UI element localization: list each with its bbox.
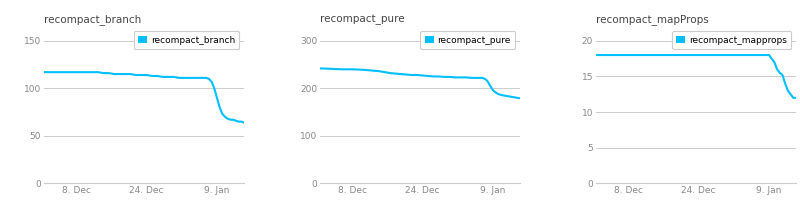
Legend: recompact_branch: recompact_branch [134, 31, 239, 49]
Legend: recompact_mapprops: recompact_mapprops [672, 31, 791, 49]
Text: recompact_mapProps: recompact_mapProps [596, 14, 709, 25]
Text: recompact_branch: recompact_branch [44, 14, 142, 25]
Text: recompact_pure: recompact_pure [320, 15, 405, 25]
Legend: recompact_pure: recompact_pure [421, 31, 515, 49]
